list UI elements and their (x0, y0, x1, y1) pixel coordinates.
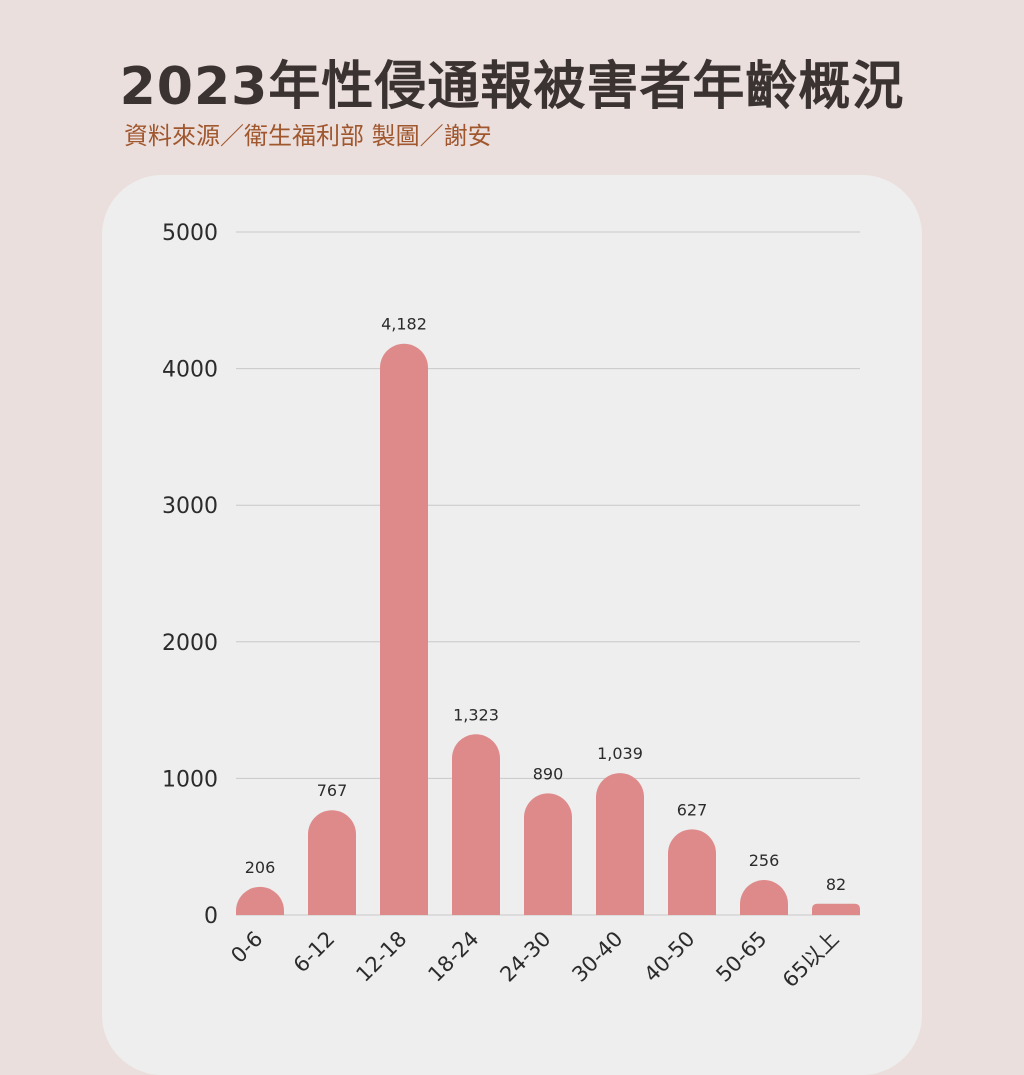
bar-50-65 (740, 880, 788, 915)
y-tick-label: 3000 (162, 494, 218, 519)
bar-value-label: 1,039 (597, 744, 643, 763)
bar-value-label: 1,323 (453, 705, 499, 724)
y-tick-label: 2000 (162, 631, 218, 656)
y-tick-label: 1000 (162, 767, 218, 792)
x-tick-label: 6-12 (289, 927, 340, 978)
bar-65以上 (812, 903, 860, 915)
bar-value-label: 256 (749, 851, 780, 870)
bar-24-30 (524, 793, 572, 915)
bar-value-label: 767 (317, 781, 348, 800)
bar-value-label: 627 (677, 800, 708, 819)
x-tick-label: 0-6 (226, 927, 267, 968)
x-tick-label: 40-50 (639, 927, 699, 987)
x-tick-label: 50-65 (711, 927, 771, 987)
bars (236, 343, 860, 915)
bar-value-label: 4,182 (381, 315, 427, 334)
y-tick-label: 4000 (162, 358, 218, 383)
bar-12-18 (380, 343, 428, 915)
x-tick-label: 65以上 (778, 927, 844, 993)
bar-value-label: 82 (826, 875, 846, 894)
y-axis-ticks: 0 1000 2000 3000 4000 5000 (162, 221, 218, 929)
x-tick-label: 24-30 (495, 927, 555, 987)
x-tick-label: 30-40 (567, 927, 627, 987)
bar-40-50 (668, 829, 716, 915)
x-axis-ticks: 0-6 6-12 12-18 18-24 24-30 30-40 40-50 50-65 65以… (226, 927, 843, 993)
y-tick-label: 5000 (162, 221, 218, 246)
bar-chart: 0 1000 2000 3000 4000 5000 206 767 4,182 1,323 89… (162, 221, 860, 993)
x-tick-label: 12-18 (351, 927, 411, 987)
bar-30-40 (596, 773, 644, 915)
value-labels: 206 767 4,182 1,323 890 1,039 627 256 82 (245, 315, 846, 894)
x-tick-label: 18-24 (423, 927, 483, 987)
bar-0-6 (236, 886, 284, 915)
bar-value-label: 890 (533, 764, 564, 783)
chart-card (102, 175, 922, 1075)
bar-value-label: 206 (245, 858, 276, 877)
y-tick-label: 0 (204, 904, 218, 929)
bar-6-12 (308, 810, 356, 915)
bar-18-24 (452, 734, 500, 915)
chart-title: 2023年性侵通報被害者年齡概況 (119, 57, 905, 117)
chart-source-credit: 資料來源／衛生福利部 製圖／謝安 (124, 122, 492, 150)
